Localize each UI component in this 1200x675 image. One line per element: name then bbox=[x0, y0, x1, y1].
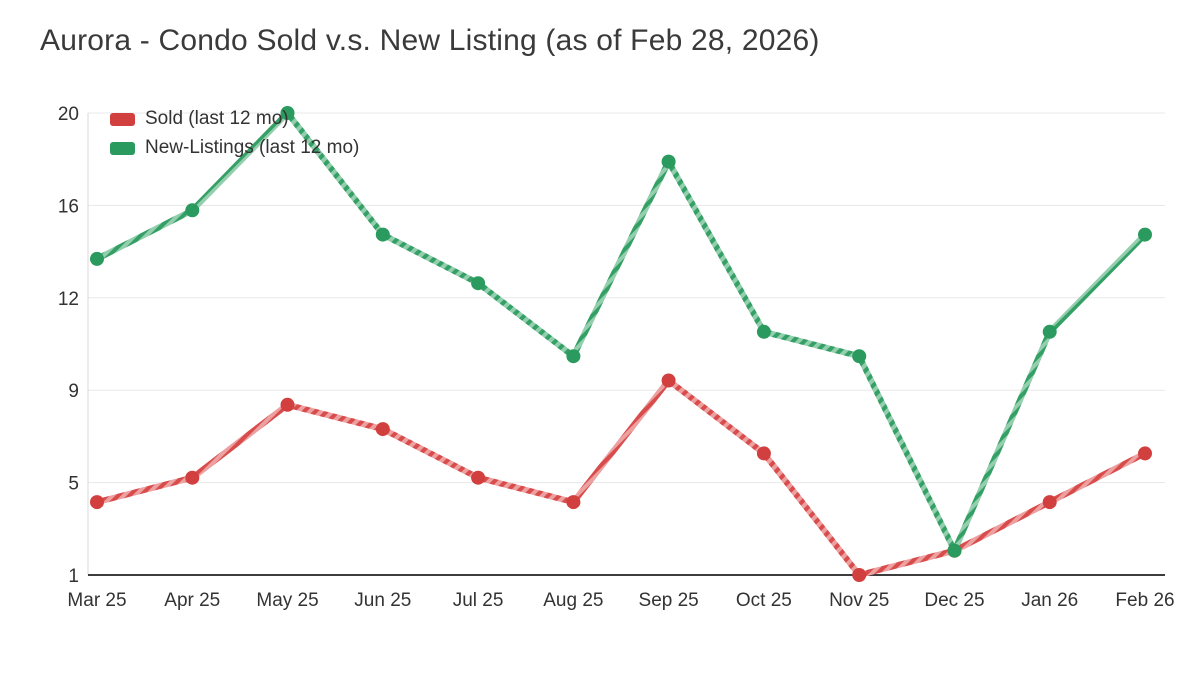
legend-swatch-sold bbox=[110, 112, 135, 126]
data-point-marker bbox=[947, 543, 962, 558]
x-tick-label: Apr 25 bbox=[164, 590, 220, 611]
y-tick-label: 12 bbox=[58, 289, 79, 310]
x-tick-label: Feb 26 bbox=[1115, 590, 1174, 611]
x-tick-label: Dec 25 bbox=[924, 590, 984, 611]
data-point-marker bbox=[852, 349, 867, 364]
y-tick-label: 9 bbox=[68, 381, 79, 402]
data-point-marker bbox=[375, 227, 390, 242]
data-point-marker bbox=[185, 470, 200, 485]
legend-label-new-listings: New-Listings (last 12 mo) bbox=[145, 137, 360, 158]
data-point-marker bbox=[661, 373, 676, 388]
data-point-marker bbox=[471, 276, 486, 291]
data-point-marker bbox=[566, 495, 581, 510]
y-tick-label: 5 bbox=[68, 474, 79, 495]
y-tick-label: 20 bbox=[58, 104, 79, 125]
legend-swatch-new-listings bbox=[110, 141, 135, 155]
data-point-marker bbox=[90, 251, 104, 266]
x-tick-label: Jul 25 bbox=[453, 590, 504, 611]
x-tick-label: Mar 25 bbox=[67, 590, 126, 611]
data-point-marker bbox=[756, 324, 771, 339]
series-line-sold bbox=[94, 377, 1148, 578]
legend-label-sold: Sold (last 12 mo) bbox=[145, 108, 289, 129]
x-tick-label: Nov 25 bbox=[829, 590, 889, 611]
data-point-marker bbox=[661, 154, 676, 169]
legend-item-sold[interactable]: Sold (last 12 mo) bbox=[110, 108, 359, 130]
data-point-marker bbox=[1138, 227, 1152, 242]
data-point-marker bbox=[471, 470, 486, 485]
y-tick-label: 1 bbox=[68, 566, 79, 587]
legend-item-new-listings[interactable]: New-Listings (last 12 mo) bbox=[110, 137, 359, 159]
x-tick-label: Jan 26 bbox=[1021, 590, 1078, 611]
data-point-marker bbox=[756, 446, 771, 461]
data-point-marker bbox=[185, 203, 200, 218]
data-point-marker bbox=[280, 106, 295, 120]
series-line-new-listings bbox=[94, 110, 1148, 554]
data-point-marker bbox=[1042, 495, 1057, 510]
x-tick-label: Oct 25 bbox=[736, 590, 792, 611]
data-point-marker bbox=[90, 495, 104, 510]
data-point-marker bbox=[1138, 446, 1152, 461]
x-tick-label: Sep 25 bbox=[639, 590, 699, 611]
legend: Sold (last 12 mo) New-Listings (last 12 … bbox=[110, 108, 359, 159]
data-point-marker bbox=[852, 568, 867, 582]
data-point-marker bbox=[1042, 324, 1057, 339]
y-tick-label: 16 bbox=[58, 196, 79, 217]
data-point-marker bbox=[375, 422, 390, 437]
chart-title: Aurora - Condo Sold v.s. New Listing (as… bbox=[40, 24, 820, 57]
x-tick-label: Jun 25 bbox=[354, 590, 411, 611]
x-tick-label: May 25 bbox=[256, 590, 318, 611]
data-point-marker bbox=[280, 397, 295, 412]
x-tick-label: Aug 25 bbox=[543, 590, 603, 611]
data-point-marker bbox=[566, 349, 581, 364]
